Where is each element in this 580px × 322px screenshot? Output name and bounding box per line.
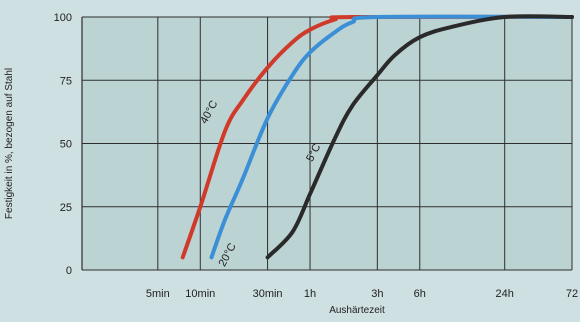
x-tick-label: 6h xyxy=(414,288,426,300)
series-line-1 xyxy=(209,14,574,260)
y-tick-label: 50 xyxy=(60,139,72,151)
x-tick-label: 10min xyxy=(185,288,215,300)
y-tick-label: 25 xyxy=(60,202,72,214)
series-line-2 xyxy=(265,14,574,260)
y-tick-label: 75 xyxy=(60,75,72,87)
x-tick-label: 3h xyxy=(371,288,383,300)
y-tick-label: 0 xyxy=(66,265,72,277)
x-tick-label: 30min xyxy=(253,288,283,300)
x-tick-label: 72 xyxy=(566,288,578,300)
y-axis-title: Festigkeit in %, bezogen auf Stahl xyxy=(4,68,15,219)
x-axis-title: Aushärtezeit xyxy=(329,305,385,316)
x-tick-label: 1h xyxy=(304,288,316,300)
y-tick-label: 100 xyxy=(54,12,72,24)
series-line-0 xyxy=(180,14,574,260)
x-tick-label: 24h xyxy=(496,288,514,300)
x-tick-label: 5min xyxy=(146,288,170,300)
